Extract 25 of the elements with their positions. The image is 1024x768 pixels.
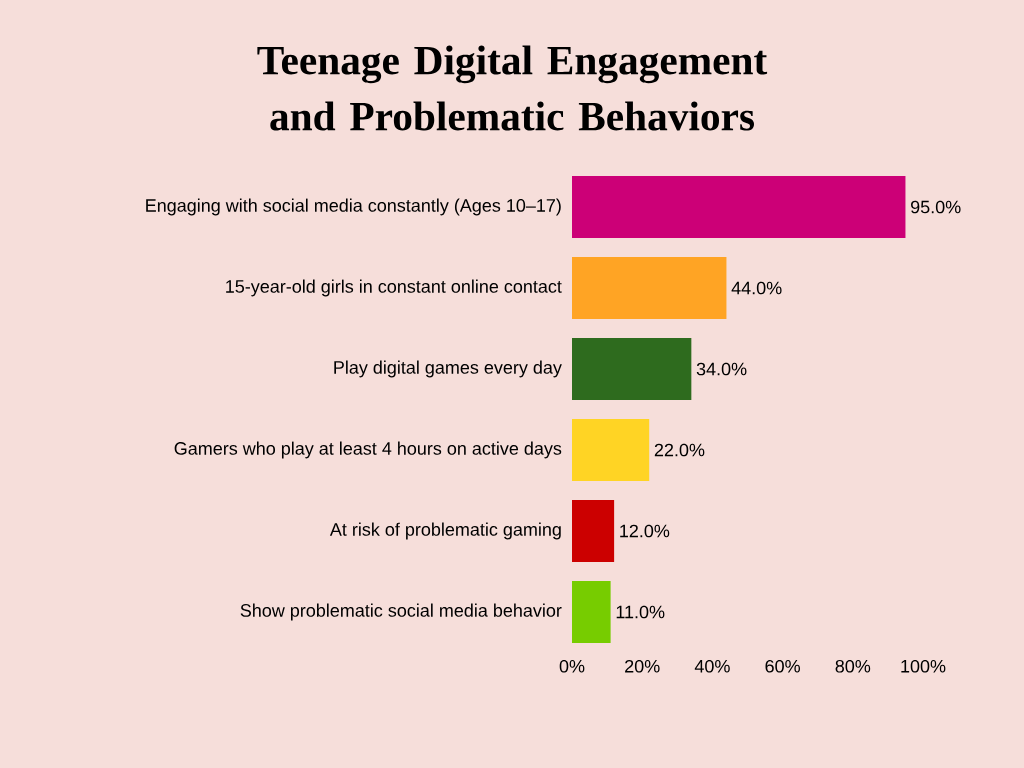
data-label: 11.0% (616, 605, 665, 619)
y-tick-label: Gamers who play at least 4 hours on active days (174, 441, 562, 459)
data-label: 95.0% (911, 200, 961, 214)
bar (572, 500, 615, 563)
x-tick-label: 0% (559, 659, 585, 673)
x-tick-label: 40% (694, 659, 730, 673)
data-label: 34.0% (696, 362, 747, 376)
x-tick-label: 20% (625, 659, 660, 673)
y-tick-label: Engaging with social media constantly (Ages 10–17) (146, 198, 561, 216)
data-label: 22.0% (654, 443, 705, 457)
bar (572, 338, 692, 401)
y-tick-label: 15-year-old girls in constant online contact (226, 279, 562, 297)
bar (572, 419, 650, 482)
x-tick-label: 60% (765, 659, 800, 673)
data-label: 12.0% (620, 524, 670, 538)
y-tick-label: Show problematic social media behavior (240, 603, 562, 621)
bar (572, 257, 727, 320)
x-tick-label: 100% (901, 659, 946, 673)
y-tick-label: At risk of problematic gaming (329, 522, 561, 540)
bar (572, 176, 906, 239)
data-label: 44.0% (731, 281, 782, 295)
y-tick-label: Play digital games every day (334, 360, 562, 378)
bar (572, 581, 611, 644)
x-tick-label: 80% (835, 659, 871, 673)
chart-title: Teenage Digital Engagement and Problematic Behaviors (257, 45, 768, 131)
